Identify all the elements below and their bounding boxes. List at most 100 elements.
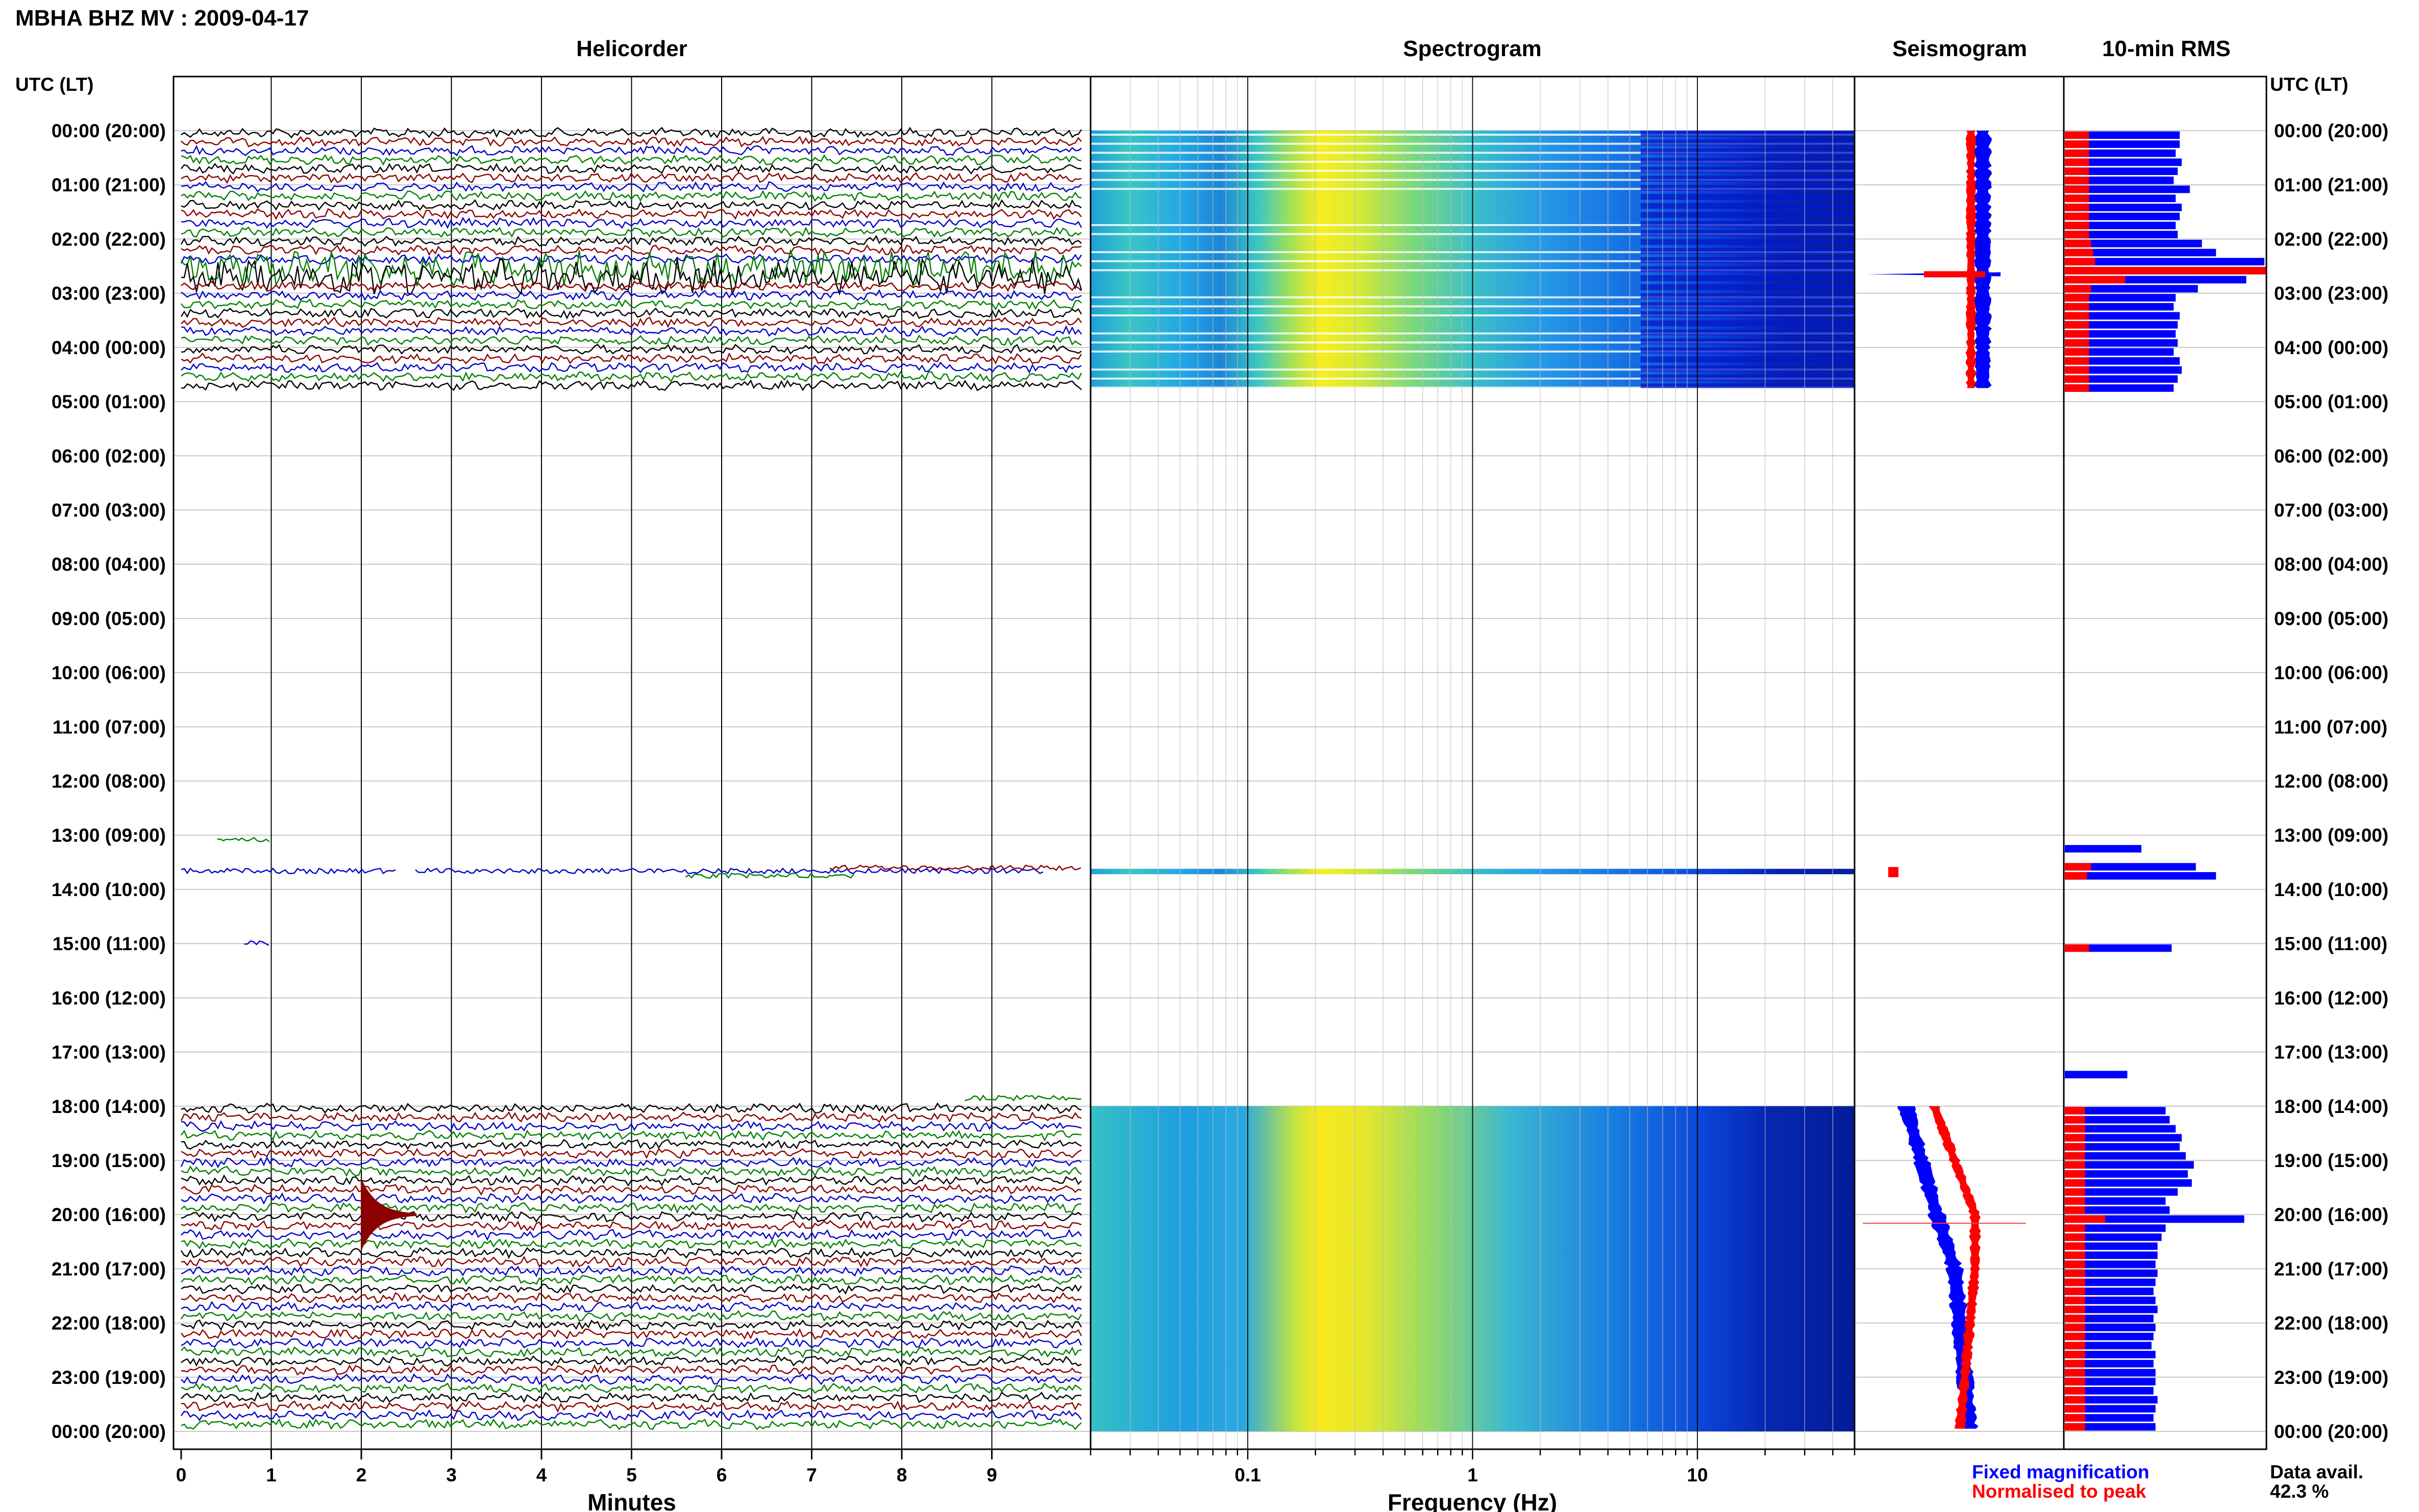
rms-bar-fixed	[2065, 1278, 2156, 1286]
rms-bar-normalised	[2065, 285, 2091, 293]
time-label: 00:00 (20:00)	[52, 1421, 166, 1442]
rms-bar-normalised	[2065, 1324, 2085, 1331]
rms-bar-fixed	[2065, 1224, 2166, 1232]
rms-bar-normalised	[2065, 872, 2087, 880]
time-axis-title-left: UTC (LT)	[15, 74, 93, 95]
panel-frames	[172, 76, 2267, 1450]
rms-bar-fixed	[2065, 944, 2172, 952]
time-label: 19:00 (15:00)	[52, 1150, 166, 1171]
rms-bar-fixed	[2065, 1179, 2192, 1187]
time-label: 11:00 (07:00)	[53, 716, 166, 737]
data-availability-label: Data avail.	[2270, 1461, 2363, 1482]
spectrogram-band	[1640, 284, 1855, 290]
helicorder-trace	[181, 280, 1082, 292]
rms-bar-fixed	[2065, 339, 2178, 347]
rms-bar-normalised	[2065, 177, 2089, 184]
spectrogram-band	[1640, 221, 1855, 227]
rms-bar-normalised	[2065, 1359, 2085, 1368]
helicorder-trace	[181, 298, 1082, 311]
time-label: 23:00 (19:00)	[52, 1367, 166, 1388]
rms-bar-normalised	[2065, 366, 2089, 374]
rms-bar-fixed	[2065, 294, 2176, 302]
helicorder-trace	[180, 1156, 1082, 1169]
rms-bar-normalised	[2065, 1396, 2085, 1404]
rms-bar-fixed	[2065, 321, 2178, 329]
helicorder-trace	[181, 226, 1082, 238]
spectrogram-band	[1640, 329, 1855, 336]
rms-bar-fixed	[2065, 249, 2216, 257]
rms-bar-fixed	[2065, 1161, 2194, 1169]
rms-bar-fixed	[2065, 1170, 2188, 1178]
helicorder-trace	[181, 289, 1082, 301]
seismogram-envelope-band	[1897, 1106, 1979, 1429]
time-label: 13:00 (09:00)	[2274, 825, 2388, 846]
spectrogram-band	[1640, 131, 1855, 137]
rms-bar-normalised	[2065, 1206, 2085, 1214]
rms-bar-normalised	[2065, 1278, 2085, 1286]
rms-bar-normalised	[2065, 375, 2089, 383]
time-label: 03:00 (23:00)	[52, 283, 166, 304]
rms-bar-normalised	[2065, 1143, 2085, 1151]
helicorder-trace	[181, 181, 1082, 193]
rms-bar-normalised	[2065, 312, 2089, 320]
rms-bar-normalised	[2065, 1351, 2085, 1358]
rms-bar-fixed	[2065, 1315, 2154, 1323]
rms-bar-fixed	[2065, 1324, 2156, 1331]
time-label: 19:00 (15:00)	[2274, 1150, 2388, 1171]
rms-bar-normalised	[2065, 1405, 2085, 1413]
time-label: 16:00 (12:00)	[2274, 987, 2388, 1008]
helicorder-trace	[181, 1120, 1082, 1132]
helicorder-trace	[181, 352, 1082, 365]
rms-bar-normalised	[2065, 266, 2266, 275]
frequency-tick-labels: 0.1 1 10	[1235, 1465, 1708, 1485]
helicorder-trace	[181, 1319, 1082, 1331]
helicorder-trace	[829, 864, 1081, 871]
rms-bar-normalised	[2065, 140, 2089, 148]
seismogram-mark	[1863, 1223, 2026, 1224]
helicorder-trace	[181, 1174, 1082, 1187]
rms-bar-normalised	[2065, 1215, 2105, 1223]
spectrogram-band	[1640, 139, 1855, 146]
rms-bar-fixed	[2065, 1188, 2178, 1196]
rms-bar-normalised	[2065, 1414, 2085, 1422]
time-label: 20:00 (16:00)	[52, 1204, 166, 1225]
minute-tick-label: 2	[356, 1465, 367, 1485]
helicorder-trace	[181, 1328, 1082, 1340]
rms-bar-fixed	[2065, 231, 2178, 238]
helicorder-trace	[685, 872, 855, 879]
time-label: 07:00 (03:00)	[52, 500, 166, 520]
rms-bar-fixed	[2065, 1107, 2166, 1114]
time-label: 04:00 (00:00)	[52, 337, 166, 358]
helicorder-trace	[181, 1355, 1082, 1367]
rms-bar-normalised	[2065, 249, 2093, 257]
seismogram-envelope-band	[1973, 131, 1992, 388]
time-label: 18:00 (14:00)	[2274, 1096, 2388, 1117]
legend-normalised-to-peak: Normalised to peak	[1972, 1481, 2146, 1502]
helicorder-trace	[181, 1147, 1082, 1159]
rms-bar-normalised	[2065, 1197, 2085, 1205]
rms-bar-fixed	[2065, 1071, 2128, 1079]
time-label: 14:00 (10:00)	[52, 879, 166, 900]
rms-bar-normalised	[2065, 1116, 2085, 1124]
rms-bar-fixed	[2065, 1287, 2154, 1296]
seismogram-envelope-band	[1928, 1106, 1981, 1429]
rms-bar-fixed	[2065, 1233, 2162, 1241]
time-label: 20:00 (16:00)	[2274, 1204, 2388, 1225]
rms-bar-fixed	[2065, 140, 2180, 148]
helicorder-trace	[181, 1301, 1082, 1313]
helicorder-trace	[181, 1202, 1082, 1214]
seismogram-spike	[1924, 271, 1985, 278]
spectrogram-band	[1640, 193, 1855, 200]
time-label: 06:00 (02:00)	[52, 445, 166, 466]
helicorder-trace	[181, 379, 1082, 392]
spectrogram-band	[1640, 338, 1855, 344]
time-label: 02:00 (22:00)	[52, 229, 166, 250]
helicorder-trace	[181, 867, 396, 875]
time-label: 21:00 (17:00)	[52, 1258, 166, 1279]
rms-bars	[2065, 131, 2266, 1431]
helicorder-trace	[181, 334, 1082, 346]
helicorder-trace	[181, 1382, 1082, 1394]
time-label: 06:00 (02:00)	[2274, 445, 2388, 466]
helicorder-trace	[181, 1346, 1082, 1358]
rms-title: 10-min RMS	[2102, 36, 2231, 61]
